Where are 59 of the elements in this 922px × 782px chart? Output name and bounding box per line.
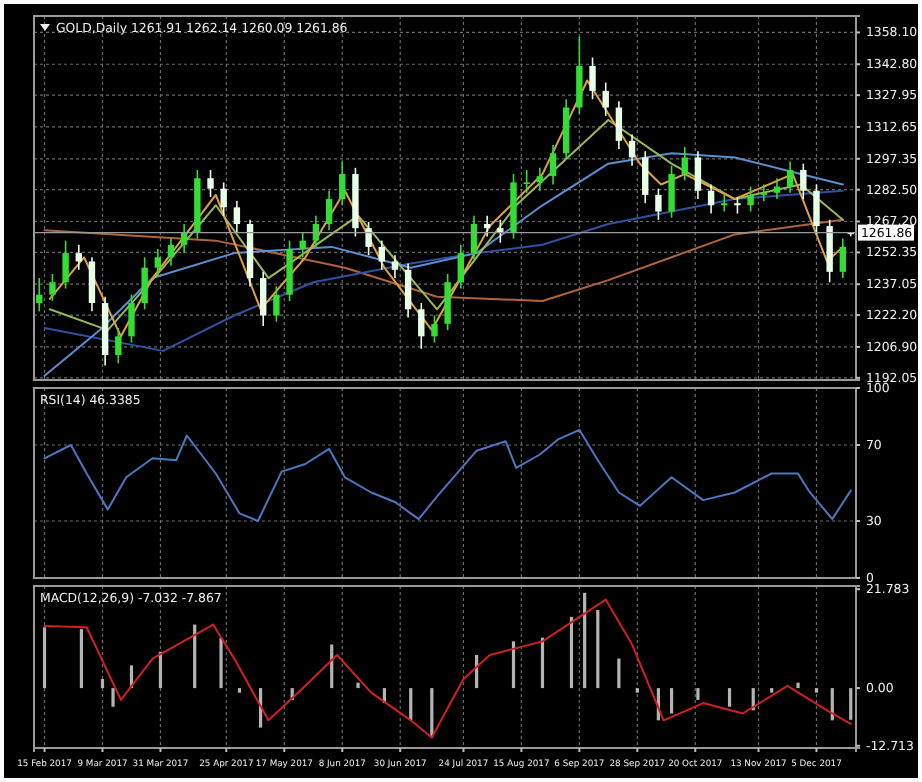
candlestick (207, 169, 214, 198)
candlestick (826, 219, 833, 284)
line-series (43, 218, 844, 302)
candlestick (576, 36, 583, 115)
candlestick (444, 273, 451, 331)
candlestick (747, 185, 754, 213)
candlestick (602, 81, 609, 117)
candlestick (62, 239, 69, 290)
candlestick (286, 239, 293, 302)
candlestick (536, 167, 544, 192)
candlestick (273, 285, 280, 323)
candlestick (233, 200, 241, 234)
candlestick (180, 223, 188, 254)
candlestick (391, 254, 399, 279)
candlestick (562, 98, 570, 161)
candlestick (497, 219, 504, 244)
candlestick (589, 56, 596, 100)
candlestick (549, 144, 557, 186)
candlestick (154, 248, 162, 277)
candlestick (128, 293, 135, 344)
candlestick (36, 277, 43, 313)
candlestick (839, 237, 847, 279)
candlestick (418, 302, 425, 350)
candlestick (760, 183, 767, 202)
candlestick (615, 100, 623, 150)
candlestick (312, 214, 320, 248)
candlestick (800, 162, 807, 200)
candlestick (707, 183, 715, 215)
candlestick (655, 187, 662, 221)
candlestick (457, 244, 465, 290)
candlestick (813, 183, 820, 236)
candlestick (115, 327, 122, 365)
candlestick (786, 160, 794, 194)
candlestick (260, 271, 267, 327)
candlestick (75, 244, 82, 271)
line-series (43, 152, 844, 377)
candlestick (141, 256, 148, 311)
line-series (48, 119, 844, 332)
candlestick (773, 177, 781, 200)
candlestick (365, 221, 372, 256)
candlestick (721, 194, 728, 213)
candlestick (431, 314, 438, 344)
candlestick (325, 189, 333, 232)
candlestick (88, 256, 96, 313)
candlestick (628, 133, 636, 167)
candlestick (49, 273, 56, 302)
candlestick (523, 169, 530, 194)
candlestick (339, 160, 346, 207)
candlestick (694, 150, 702, 200)
candlestick (167, 237, 175, 267)
candlestick (378, 239, 385, 271)
line-series (43, 428, 852, 522)
candlestick (681, 146, 688, 182)
candlestick (404, 262, 412, 319)
candlestick (668, 164, 675, 219)
candlestick (642, 150, 649, 204)
candlestick (299, 231, 306, 259)
candlestick (220, 181, 227, 217)
candlestick (470, 214, 478, 261)
